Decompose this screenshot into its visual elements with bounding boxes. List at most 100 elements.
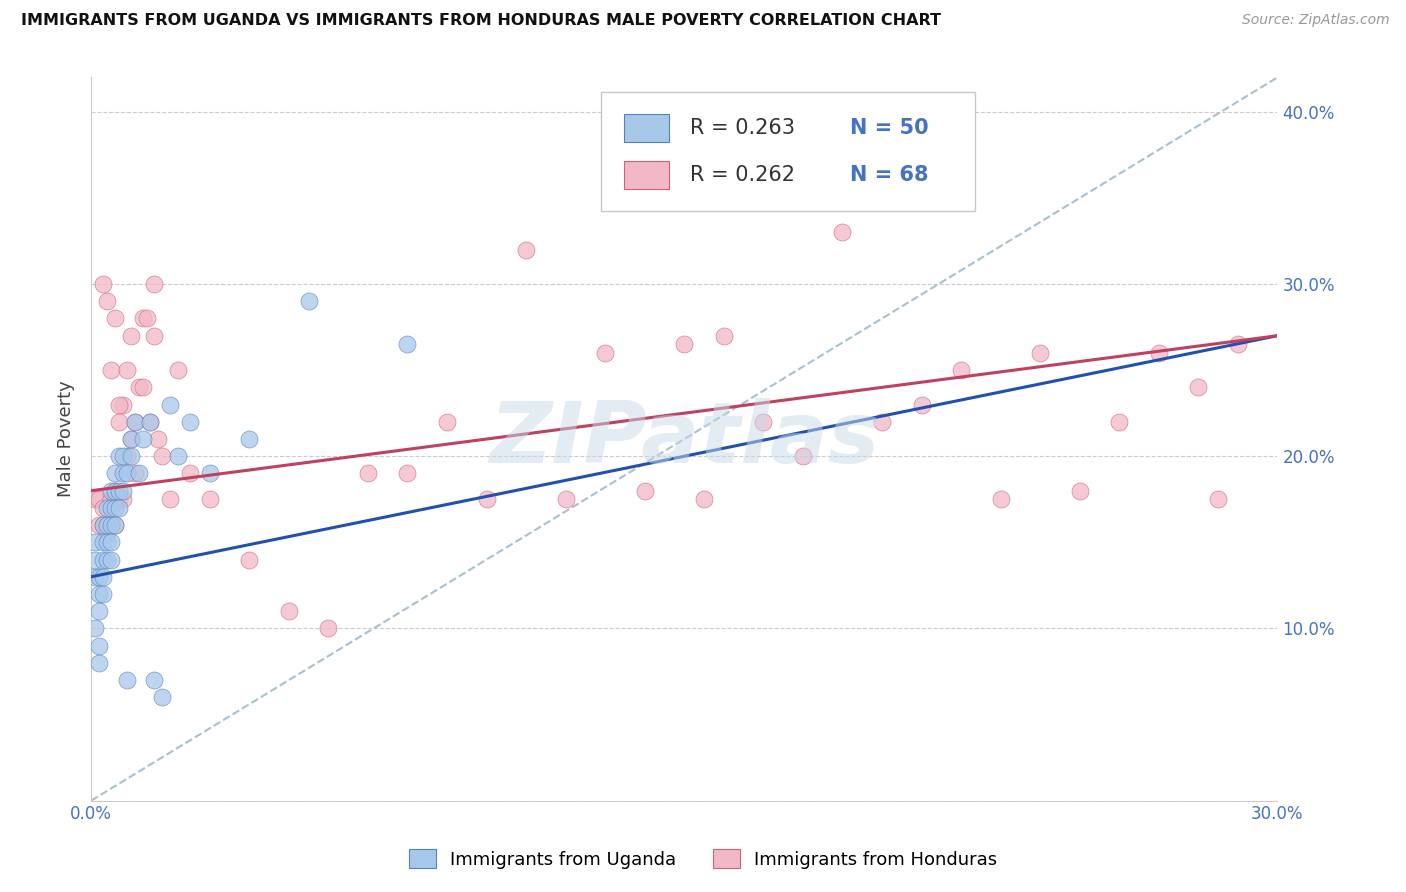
Point bbox=[115, 449, 138, 463]
Text: ZIPatlas: ZIPatlas bbox=[489, 398, 879, 481]
Point bbox=[111, 398, 134, 412]
Point bbox=[396, 337, 419, 351]
Point bbox=[84, 492, 107, 507]
Point bbox=[104, 518, 127, 533]
Point bbox=[104, 483, 127, 498]
Text: N = 68: N = 68 bbox=[851, 165, 929, 185]
Point bbox=[277, 604, 299, 618]
Point bbox=[150, 690, 173, 705]
Point bbox=[111, 449, 134, 463]
Point bbox=[436, 415, 458, 429]
Point bbox=[84, 622, 107, 636]
Point bbox=[1226, 337, 1249, 351]
Point bbox=[111, 467, 134, 481]
Point bbox=[120, 432, 142, 446]
Point bbox=[238, 552, 260, 566]
Point bbox=[1069, 483, 1091, 498]
Point bbox=[100, 552, 122, 566]
Point bbox=[124, 415, 146, 429]
Point bbox=[792, 449, 814, 463]
Point bbox=[139, 415, 162, 429]
Point bbox=[990, 492, 1012, 507]
Legend: Immigrants from Uganda, Immigrants from Honduras: Immigrants from Uganda, Immigrants from … bbox=[402, 842, 1004, 876]
Point bbox=[100, 492, 122, 507]
Point bbox=[91, 587, 114, 601]
Bar bbox=[624, 114, 669, 142]
Point bbox=[87, 518, 110, 533]
Point bbox=[96, 518, 118, 533]
Point bbox=[115, 467, 138, 481]
Point bbox=[100, 483, 122, 498]
Point bbox=[1187, 380, 1209, 394]
Point bbox=[143, 277, 166, 291]
Point bbox=[120, 432, 142, 446]
Point bbox=[1108, 415, 1130, 429]
Point bbox=[96, 500, 118, 515]
Point bbox=[357, 467, 380, 481]
Point bbox=[475, 492, 498, 507]
Point bbox=[713, 328, 735, 343]
Point bbox=[84, 552, 107, 566]
Point bbox=[1206, 492, 1229, 507]
Point bbox=[167, 449, 190, 463]
Point bbox=[673, 337, 696, 351]
Point bbox=[143, 328, 166, 343]
Point bbox=[96, 526, 118, 541]
Point bbox=[100, 500, 122, 515]
Point bbox=[124, 467, 146, 481]
Point bbox=[870, 415, 893, 429]
Point bbox=[131, 311, 153, 326]
Point bbox=[111, 492, 134, 507]
Point bbox=[396, 467, 419, 481]
Point bbox=[135, 311, 157, 326]
Point bbox=[96, 552, 118, 566]
Point bbox=[96, 518, 118, 533]
Bar bbox=[624, 161, 669, 189]
Point bbox=[693, 492, 716, 507]
Point bbox=[831, 226, 853, 240]
Point bbox=[100, 535, 122, 549]
Point bbox=[139, 415, 162, 429]
Point bbox=[96, 535, 118, 549]
Point bbox=[1029, 346, 1052, 360]
Point bbox=[91, 277, 114, 291]
Point bbox=[131, 432, 153, 446]
Point bbox=[91, 535, 114, 549]
Point bbox=[120, 328, 142, 343]
Point bbox=[91, 518, 114, 533]
Point bbox=[108, 398, 131, 412]
Point bbox=[238, 432, 260, 446]
Point bbox=[100, 500, 122, 515]
Point bbox=[115, 673, 138, 687]
Point bbox=[198, 492, 221, 507]
Text: N = 50: N = 50 bbox=[851, 118, 929, 138]
Point bbox=[634, 483, 657, 498]
Point bbox=[87, 604, 110, 618]
Point bbox=[318, 622, 340, 636]
Point bbox=[104, 311, 127, 326]
Point bbox=[104, 518, 127, 533]
Point bbox=[950, 363, 973, 377]
Point bbox=[515, 243, 537, 257]
Point bbox=[104, 492, 127, 507]
Text: R = 0.262: R = 0.262 bbox=[690, 165, 796, 185]
Point bbox=[91, 500, 114, 515]
Point bbox=[100, 518, 122, 533]
Point bbox=[108, 483, 131, 498]
Point bbox=[179, 415, 201, 429]
Point bbox=[148, 432, 170, 446]
Point bbox=[167, 363, 190, 377]
Point bbox=[111, 483, 134, 498]
Point bbox=[124, 415, 146, 429]
Point bbox=[108, 500, 131, 515]
Point bbox=[1147, 346, 1170, 360]
Point bbox=[593, 346, 616, 360]
Point bbox=[120, 449, 142, 463]
Point bbox=[87, 570, 110, 584]
Point bbox=[87, 492, 110, 507]
Point bbox=[100, 363, 122, 377]
Point bbox=[298, 294, 321, 309]
Point bbox=[84, 535, 107, 549]
Point bbox=[91, 518, 114, 533]
Point bbox=[752, 415, 775, 429]
